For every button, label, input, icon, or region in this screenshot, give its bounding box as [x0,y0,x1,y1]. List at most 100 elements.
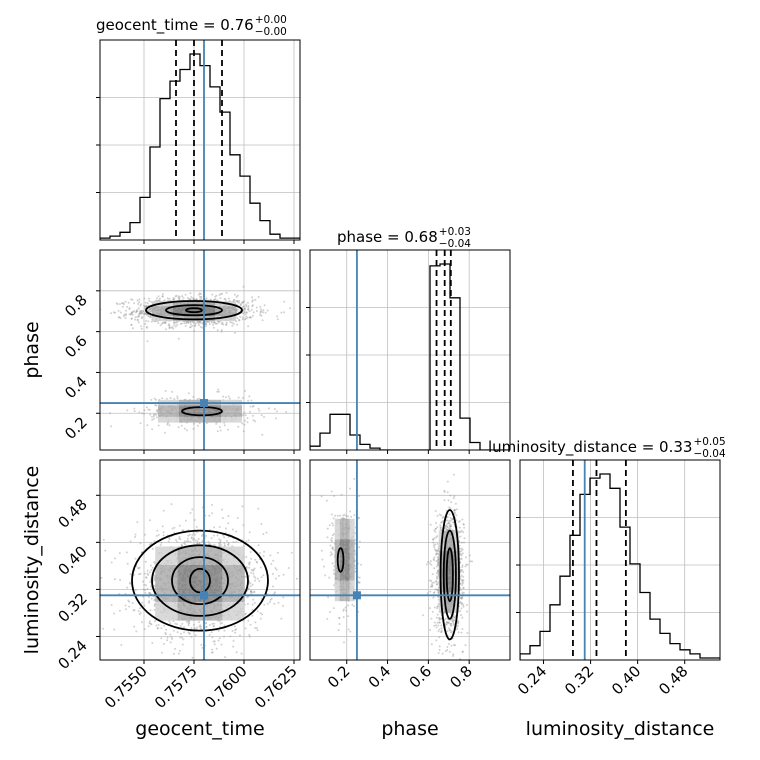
sample-point [262,311,264,314]
sample-point [460,579,463,582]
sample-point [253,601,256,604]
sample-point [126,562,129,565]
sample-point [213,321,216,324]
sample-point [251,414,254,417]
density-cell [221,416,242,423]
sample-point [462,604,465,607]
sample-point [205,323,208,326]
sample-point [186,297,189,299]
sample-point [180,544,183,547]
sample-point [171,390,174,393]
sample-point [439,527,442,530]
sample-point [124,300,127,303]
sample-point [124,317,127,320]
sample-point [358,495,360,497]
sample-point [178,296,181,298]
sample-point [133,407,136,410]
sample-point [163,624,166,627]
sample-point [442,515,445,518]
sample-point [455,519,458,522]
sample-point [447,522,450,524]
sample-point [258,409,261,412]
sample-point [174,295,177,298]
sample-point [431,581,434,584]
sample-point [440,630,443,633]
sample-point [321,558,324,561]
sample-point [191,508,194,511]
sample-point [436,543,439,545]
sample-point [192,427,195,430]
sample-point [122,315,125,318]
sample-point [358,546,361,549]
sample-point [352,605,355,608]
sample-point [146,326,149,329]
sample-point [153,561,156,564]
sample-point [441,521,443,524]
sample-point [227,428,230,431]
sample-point [445,664,447,666]
sample-point [433,621,436,624]
sample-point [147,601,150,604]
sample-point [165,628,167,631]
sample-point [436,605,439,608]
sample-point [433,546,436,549]
sample-point [170,503,173,506]
sample-point [223,297,226,300]
sample-point [249,585,252,588]
sample-point [447,643,450,645]
sample-point [146,424,149,427]
sample-point [235,540,238,543]
sample-point [453,509,456,512]
sample-point [247,308,250,311]
sample-point [446,526,449,529]
sample-point [251,299,254,302]
sample-point [274,567,277,570]
sample-point [121,305,124,308]
sample-point [160,637,163,640]
sample-point [141,412,143,415]
sample-point [149,309,152,312]
sample-point [466,563,469,566]
sample-point [429,628,432,631]
sample-point [143,297,146,300]
sample-point [211,651,214,654]
sample-point [436,583,439,586]
sample-point [187,624,190,627]
sample-point [449,619,452,622]
sample-point [148,571,151,574]
sample-point [189,298,191,301]
sample-point [220,329,223,331]
sample-point [207,540,210,543]
sample-point [452,623,455,626]
sample-point [171,527,174,530]
sample-point [235,530,238,533]
sample-point [137,610,140,613]
sample-point [244,389,247,392]
density-cell [221,405,242,412]
sample-point [189,323,192,326]
sample-point [435,580,438,583]
sample-point [450,644,453,647]
sample-point [223,536,226,539]
sample-point [213,640,216,643]
sample-point [452,619,455,622]
contour-line [181,406,223,417]
sample-point [178,649,181,652]
sample-point [235,310,238,313]
sample-point [344,606,347,609]
panel-phase-luminosity_distance [310,460,510,666]
sample-point [181,295,184,298]
sample-point [269,598,272,601]
sample-point [272,559,275,562]
sample-point [124,314,127,317]
contour-line [185,307,203,314]
sample-point [155,413,158,416]
sample-point [190,296,193,299]
sample-point [277,574,280,577]
sample-point [446,649,449,651]
sample-point [174,325,177,328]
sample-point [184,325,187,327]
sample-point [183,427,186,430]
sample-point [92,607,94,609]
